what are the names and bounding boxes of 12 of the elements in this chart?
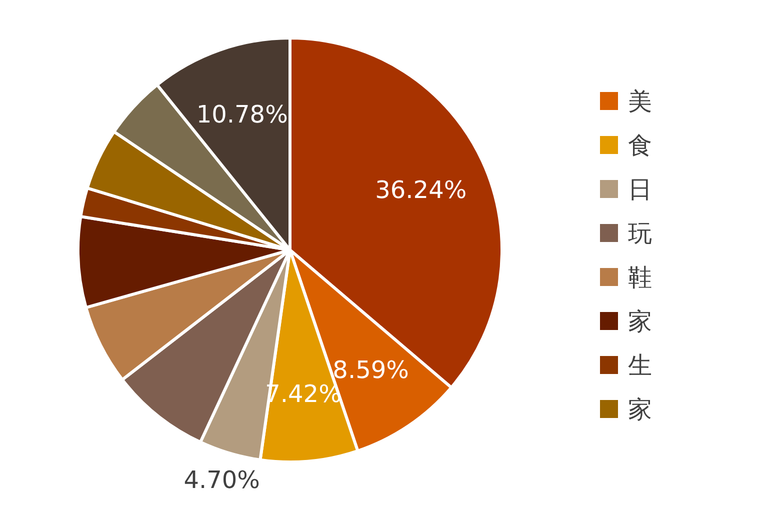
legend-label: 鞋	[628, 263, 652, 292]
legend-label: 玩	[628, 219, 652, 248]
legend-label: 食	[628, 131, 652, 160]
legend-label: 日	[628, 175, 652, 204]
data-label: 8.59%	[332, 356, 409, 384]
data-label: 4.70%	[184, 466, 260, 494]
legend-label: 家	[628, 307, 652, 336]
legend-label: 家	[628, 395, 652, 424]
data-label: 10.78%	[196, 100, 288, 128]
legend-label: 美	[628, 87, 652, 116]
data-label: 36.24%	[375, 176, 467, 204]
legend-label: 生	[628, 351, 652, 380]
